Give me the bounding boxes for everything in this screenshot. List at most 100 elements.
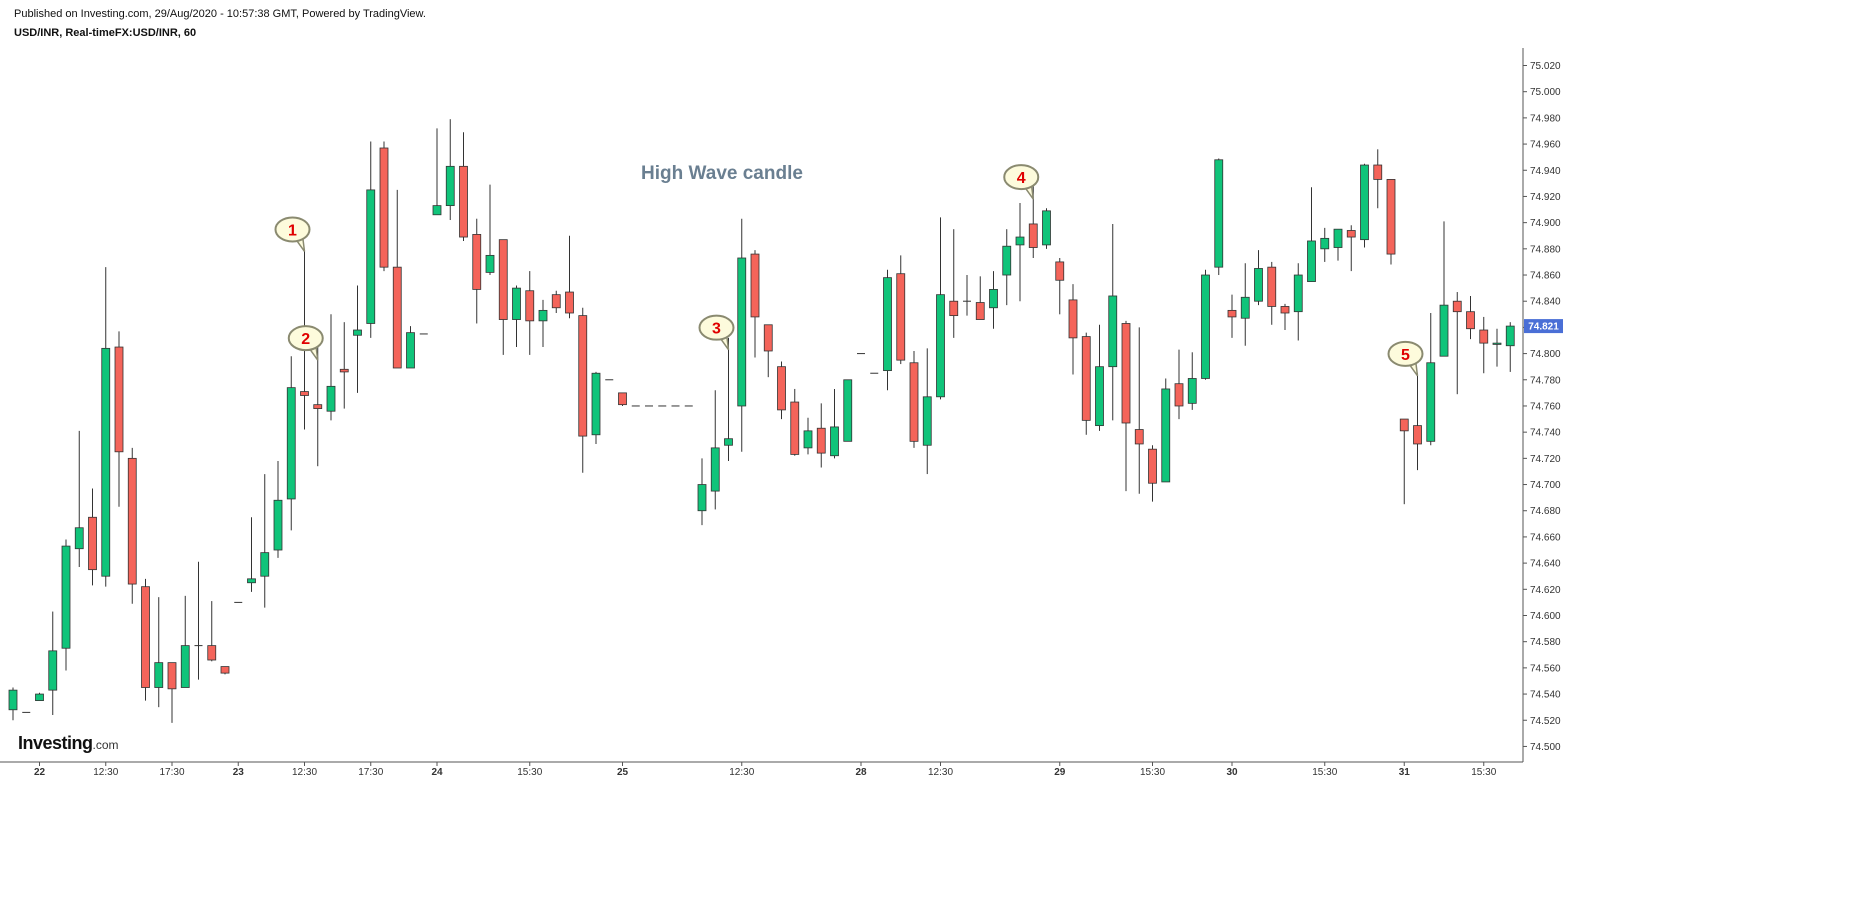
candle-down (392, 266, 402, 369)
candle-down (618, 392, 627, 406)
candle-down (750, 253, 760, 318)
x-tick-label: 28 (855, 767, 867, 778)
candle-up (1360, 164, 1369, 241)
candle-down (339, 368, 349, 373)
candle-down (578, 315, 588, 437)
candle-up (445, 165, 455, 207)
annotation-2: 2 (287, 325, 324, 361)
candle-up (485, 254, 495, 273)
annotation-number: 3 (712, 321, 721, 338)
y-tick-label: 74.980 (1530, 113, 1561, 124)
candle-up (724, 438, 733, 446)
x-tick-label: 17:30 (358, 767, 383, 778)
candle-down (777, 366, 786, 411)
candle-up (353, 329, 362, 336)
x-tick-label: 23 (233, 767, 245, 778)
candle-down (379, 147, 389, 268)
x-tick-label: 30 (1226, 767, 1238, 778)
annotation-3: 3 (698, 314, 735, 351)
axis-lines (0, 48, 1524, 763)
candle-up (74, 527, 84, 550)
candle-up (406, 332, 415, 369)
annotation-4: 4 (1003, 164, 1040, 200)
y-tick-label: 74.920 (1530, 192, 1561, 203)
y-tick-label: 74.780 (1530, 375, 1561, 386)
x-tick-label: 12:30 (729, 767, 754, 778)
y-tick-label: 74.740 (1530, 428, 1561, 439)
candle-up (35, 693, 44, 702)
candle-down (1466, 311, 1475, 330)
candle-down (975, 302, 985, 320)
y-tick-label: 74.500 (1530, 742, 1561, 753)
x-tick-label: 15:30 (1312, 767, 1337, 778)
candle-down (1081, 336, 1091, 421)
candle-down (1227, 309, 1237, 318)
candle-up (1307, 240, 1316, 282)
candle-down (1121, 323, 1131, 424)
y-tick-label: 74.800 (1530, 349, 1561, 360)
svg-text:Investing.com: Investing.com (18, 733, 119, 753)
candle-down (1346, 230, 1356, 238)
candle-up (1439, 304, 1449, 357)
candle-down (1479, 329, 1489, 344)
candle-down (472, 234, 482, 290)
annotation-number: 4 (1017, 170, 1026, 187)
y-tick-label: 74.640 (1530, 559, 1561, 570)
y-tick-label: 74.620 (1530, 585, 1561, 596)
x-tick-label: 17:30 (159, 767, 184, 778)
candle-up (1505, 325, 1515, 347)
candle-down (1055, 261, 1065, 281)
candle-up (260, 552, 270, 577)
candle-up (1108, 295, 1118, 368)
annotation-seam (1023, 182, 1031, 188)
annotation-seam (719, 333, 726, 339)
candle-up (1426, 362, 1436, 442)
published-line: Published on Investing.com, 29/Aug/2020 … (14, 8, 426, 20)
annotation-5: 5 (1387, 340, 1424, 377)
y-tick-label: 74.720 (1530, 454, 1561, 465)
candle-up (538, 309, 548, 322)
candle-up (61, 545, 71, 649)
y-tick-label: 74.700 (1530, 480, 1561, 491)
y-tick-label: 74.660 (1530, 532, 1561, 543)
candle-up (1015, 236, 1025, 246)
y-tick-label: 74.520 (1530, 716, 1561, 727)
candle-up (843, 379, 853, 442)
y-tick-label: 74.760 (1530, 401, 1561, 412)
candle-down (459, 165, 468, 238)
y-tick-label: 75.020 (1530, 61, 1561, 72)
y-tick-label: 74.860 (1530, 271, 1561, 282)
y-tick-label: 74.680 (1530, 506, 1561, 517)
candle-down (207, 645, 217, 661)
candle-down (1386, 179, 1396, 255)
x-tick-label: 22 (34, 767, 46, 778)
candle-down (1148, 448, 1157, 484)
x-tick-label: 12:30 (292, 767, 317, 778)
candle-up (247, 578, 256, 584)
y-tick-label: 74.580 (1530, 637, 1561, 648)
candle-wicks (12, 119, 1511, 723)
y-tick-label: 74.840 (1530, 297, 1561, 308)
chart-title: High Wave candle (641, 163, 803, 184)
annotation-number: 5 (1401, 347, 1410, 364)
candle-up (1293, 274, 1303, 313)
x-tick-label: 25 (617, 767, 629, 778)
candle-up (48, 650, 58, 691)
y-tick-label: 74.960 (1530, 140, 1561, 151)
candle-up (1187, 378, 1197, 404)
x-axis-ticks: 22 12:30 17:30 23 12:30 17:30 24 15:30 25 12:30 28… (34, 762, 1497, 778)
candle-bodies (8, 147, 1515, 713)
candle-down (498, 239, 508, 320)
candle-up (180, 645, 190, 688)
candle-up (710, 447, 720, 492)
annotation-seam (1408, 359, 1415, 365)
candle-up (989, 289, 998, 309)
y-axis-ticks: 75.020 75.000 74.980 74.960 74.940 74.920 74.9… (1523, 61, 1561, 753)
candle-down (909, 362, 919, 442)
candle-up (1042, 210, 1051, 246)
candle-down (127, 457, 137, 585)
chart-header: Published on Investing.com, 29/Aug/2020 … (14, 6, 426, 41)
candle-down (790, 401, 800, 455)
candle-down (1452, 300, 1462, 313)
